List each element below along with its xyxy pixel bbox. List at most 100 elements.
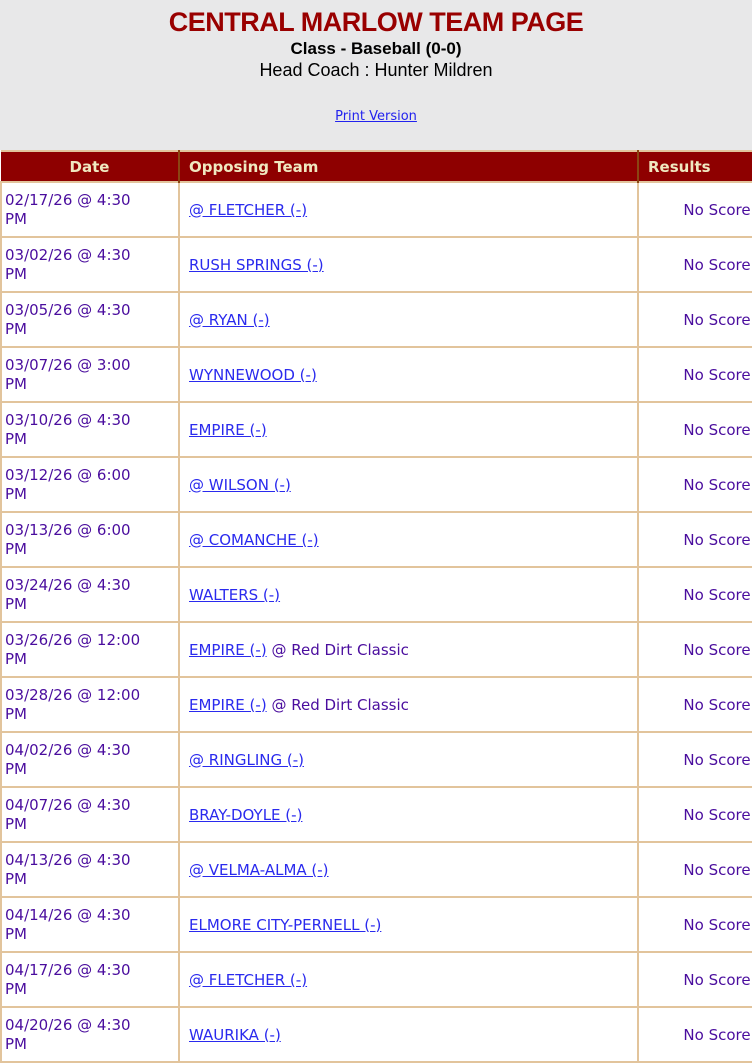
game-date: 04/13/26 @ 4:30 PM [0,841,180,898]
team-class-record: Class - Baseball (0-0) [290,39,462,58]
game-date-text: 04/02/26 @ 4:30 [5,740,131,759]
opponent-link[interactable]: EMPIRE (-) [189,695,267,714]
game-date: 04/14/26 @ 4:30 PM [0,896,180,953]
game-result: No Score [637,181,752,238]
game-date-text: PM [5,979,27,998]
table-row: 03/13/26 @ 6:00 PM @ COMANCHE (-) No Score [0,511,752,568]
game-result: No Score [637,511,752,568]
table-header-row: Date Opposing Team Results [1,151,752,182]
table-row: 03/07/26 @ 3:00 PM WYNNEWOOD (-) No Score [0,346,752,403]
opponent-cell: @ WILSON (-) [178,456,639,513]
table-row: 04/17/26 @ 4:30 PM @ FLETCHER (-) No Score [0,951,752,1008]
game-result: No Score [637,841,752,898]
game-result: No Score [637,1006,752,1063]
opponent-link[interactable]: WAURIKA (-) [189,1025,281,1044]
column-header-results: Results [637,151,752,182]
opponent-cell: WYNNEWOOD (-) [178,346,639,403]
opponent-cell: @ COMANCHE (-) [178,511,639,568]
game-date-text: PM [5,484,27,503]
opponent-cell: @ VELMA-ALMA (-) [178,841,639,898]
page-header: CENTRAL MARLOW TEAM PAGE Class - Basebal… [0,0,752,150]
opponent-link[interactable]: @ FLETCHER (-) [189,200,308,219]
table-row: 03/05/26 @ 4:30 PM @ RYAN (-) No Score [0,291,752,348]
game-date: 03/26/26 @ 12:00 PM [0,621,180,678]
table-row: 04/20/26 @ 4:30 PM WAURIKA (-) No Score [0,1006,752,1063]
game-date: 04/02/26 @ 4:30 PM [0,731,180,788]
game-date-text: 03/24/26 @ 4:30 [5,575,131,594]
game-date-text: PM [5,814,27,833]
opponent-cell: BRAY-DOYLE (-) [178,786,639,843]
game-date: 04/07/26 @ 4:30 PM [0,786,180,843]
game-date-text: 02/17/26 @ 4:30 [5,190,131,209]
game-date-text: PM [5,319,27,338]
opponent-cell: WALTERS (-) [178,566,639,623]
game-date-text: 03/02/26 @ 4:30 [5,245,131,264]
game-date: 03/10/26 @ 4:30 PM [0,401,180,458]
game-date-text: PM [5,209,27,228]
opponent-link[interactable]: @ VELMA-ALMA (-) [189,860,329,879]
game-result: No Score [637,401,752,458]
game-result: No Score [637,731,752,788]
game-date-text: 04/17/26 @ 4:30 [5,960,131,979]
table-row: 03/26/26 @ 12:00 PM EMPIRE (-) @ Red Dirt … [0,621,752,678]
game-date: 03/13/26 @ 6:00 PM [0,511,180,568]
game-date-text: 03/13/26 @ 6:00 [5,520,131,539]
opponent-link[interactable]: RUSH SPRINGS (-) [189,255,324,274]
game-date-text: PM [5,704,27,723]
game-date-text: 04/07/26 @ 4:30 [5,795,131,814]
print-version-link[interactable]: Print Version [335,109,417,124]
game-date-text: PM [5,429,27,448]
table-row: 03/02/26 @ 4:30 PM RUSH SPRINGS (-) No Scor… [0,236,752,293]
game-date: 04/20/26 @ 4:30 PM [0,1006,180,1063]
table-row: 03/10/26 @ 4:30 PM EMPIRE (-) No Score [0,401,752,458]
game-date-text: PM [5,1034,27,1053]
game-result: No Score [637,676,752,733]
opponent-link[interactable]: ELMORE CITY-PERNELL (-) [189,915,382,934]
column-header-opposing-team: Opposing Team [178,151,638,182]
game-date-text: PM [5,759,27,778]
game-date-text: PM [5,539,27,558]
game-date-text: 03/10/26 @ 4:30 [5,410,131,429]
opponent-link[interactable]: WYNNEWOOD (-) [189,365,317,384]
game-date-text: PM [5,649,27,668]
schedule-body: 02/17/26 @ 4:30 PM @ FLETCHER (-) No Score 0… [0,181,752,1063]
opponent-link[interactable]: EMPIRE (-) [189,420,267,439]
table-row: 03/12/26 @ 6:00 PM @ WILSON (-) No Score [0,456,752,513]
column-header-date: Date [1,151,179,182]
game-date-text: 04/20/26 @ 4:30 [5,1015,131,1034]
table-row: 02/17/26 @ 4:30 PM @ FLETCHER (-) No Score [0,181,752,238]
game-date: 03/02/26 @ 4:30 PM [0,236,180,293]
opponent-cell: @ FLETCHER (-) [178,181,639,238]
opponent-link[interactable]: WALTERS (-) [189,585,281,604]
table-row: 04/14/26 @ 4:30 PM ELMORE CITY-PERNELL (-)… [0,896,752,953]
opponent-link[interactable]: BRAY-DOYLE (-) [189,805,303,824]
head-coach: Head Coach : Hunter Mildren [259,60,493,80]
opponent-note: @ Red Dirt Classic [266,695,409,714]
game-date-text: 04/13/26 @ 4:30 [5,850,131,869]
opponent-cell: @ RINGLING (-) [178,731,639,788]
game-date: 02/17/26 @ 4:30 PM [0,181,180,238]
game-result: No Score [637,951,752,1008]
opponent-note: @ Red Dirt Classic [266,640,409,659]
opponent-link[interactable]: @ FLETCHER (-) [189,970,308,989]
game-date-text: 03/12/26 @ 6:00 [5,465,131,484]
game-date-text: 04/14/26 @ 4:30 [5,905,131,924]
opponent-link[interactable]: EMPIRE (-) [189,640,267,659]
game-date-text: PM [5,374,27,393]
opponent-cell: EMPIRE (-) @ Red Dirt Classic [178,621,639,678]
opponent-link[interactable]: @ RINGLING (-) [189,750,304,769]
opponent-link[interactable]: @ WILSON (-) [189,475,291,494]
game-date-text: PM [5,869,27,888]
game-result: No Score [637,456,752,513]
game-result: No Score [637,566,752,623]
game-date-text: 03/26/26 @ 12:00 [5,630,141,649]
opponent-cell: WAURIKA (-) [178,1006,639,1063]
game-date-text: 03/05/26 @ 4:30 [5,300,131,319]
table-row: 04/07/26 @ 4:30 PM BRAY-DOYLE (-) No Score [0,786,752,843]
game-date: 04/17/26 @ 4:30 PM [0,951,180,1008]
opponent-link[interactable]: @ COMANCHE (-) [189,530,319,549]
game-result: No Score [637,346,752,403]
table-row: 04/02/26 @ 4:30 PM @ RINGLING (-) No Score [0,731,752,788]
opponent-link[interactable]: @ RYAN (-) [189,310,270,329]
game-date-text: 03/28/26 @ 12:00 [5,685,141,704]
